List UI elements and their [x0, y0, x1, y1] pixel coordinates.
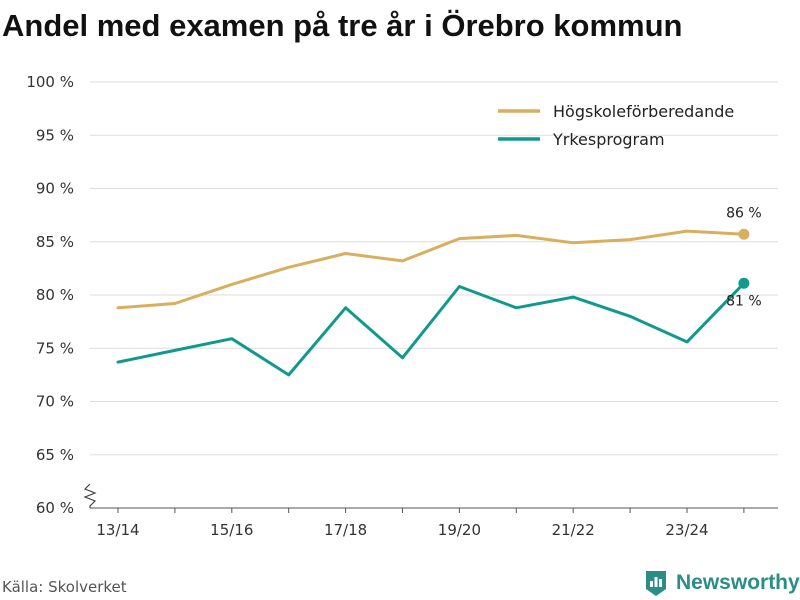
legend-label-1: Högskoleförberedande — [553, 102, 734, 121]
y-tick-label: 60 % — [36, 499, 74, 517]
x-axis: 13/14 15/16 17/18 19/20 21/22 23/24 — [83, 483, 778, 539]
x-tick-label: 13/14 — [96, 521, 139, 539]
series-line-1 — [116, 229, 746, 310]
x-tick-label: 19/20 — [438, 521, 481, 539]
bar-chart-icon — [646, 571, 666, 596]
y-tick-label: 70 % — [36, 393, 74, 411]
brand-name: Newsworthy — [676, 571, 800, 594]
series-end-label-1: 86 % — [726, 205, 762, 221]
series-end-marker-1 — [738, 228, 750, 240]
x-tick-label: 23/24 — [665, 521, 708, 539]
brand-logo[interactable]: Newsworthy — [644, 569, 800, 597]
y-axis-ticks: 60 % 65 % 70 % 75 % 80 % 85 % 90 % 95 % 100 % — [26, 73, 74, 517]
x-tick-label: 21/22 — [552, 521, 595, 539]
y-tick-label: 100 % — [26, 73, 74, 91]
legend-label-2: Yrkesprogram — [552, 130, 665, 149]
legend: Högskoleförberedande Yrkesprogram — [498, 102, 734, 149]
x-tick-label: 17/18 — [324, 521, 367, 539]
series-end-label-2: 81 % — [726, 293, 762, 309]
x-tick-label: 15/16 — [210, 521, 253, 539]
y-tick-label: 90 % — [36, 180, 74, 198]
y-tick-label: 80 % — [36, 286, 74, 304]
y-tick-label: 65 % — [36, 446, 74, 464]
y-tick-label: 95 % — [36, 126, 74, 144]
y-tick-label: 85 % — [36, 233, 74, 251]
source-note: Källa: Skolverket — [2, 578, 127, 596]
axis-break-icon — [83, 483, 97, 508]
chart-title: Andel med examen på tre år i Örebro komm… — [2, 8, 683, 43]
series-lines: 86 % 81 % — [116, 205, 762, 377]
series-line-2 — [116, 281, 746, 377]
grid-lines — [90, 81, 778, 456]
y-tick-label: 75 % — [36, 339, 74, 357]
series-end-marker-2 — [738, 277, 750, 289]
